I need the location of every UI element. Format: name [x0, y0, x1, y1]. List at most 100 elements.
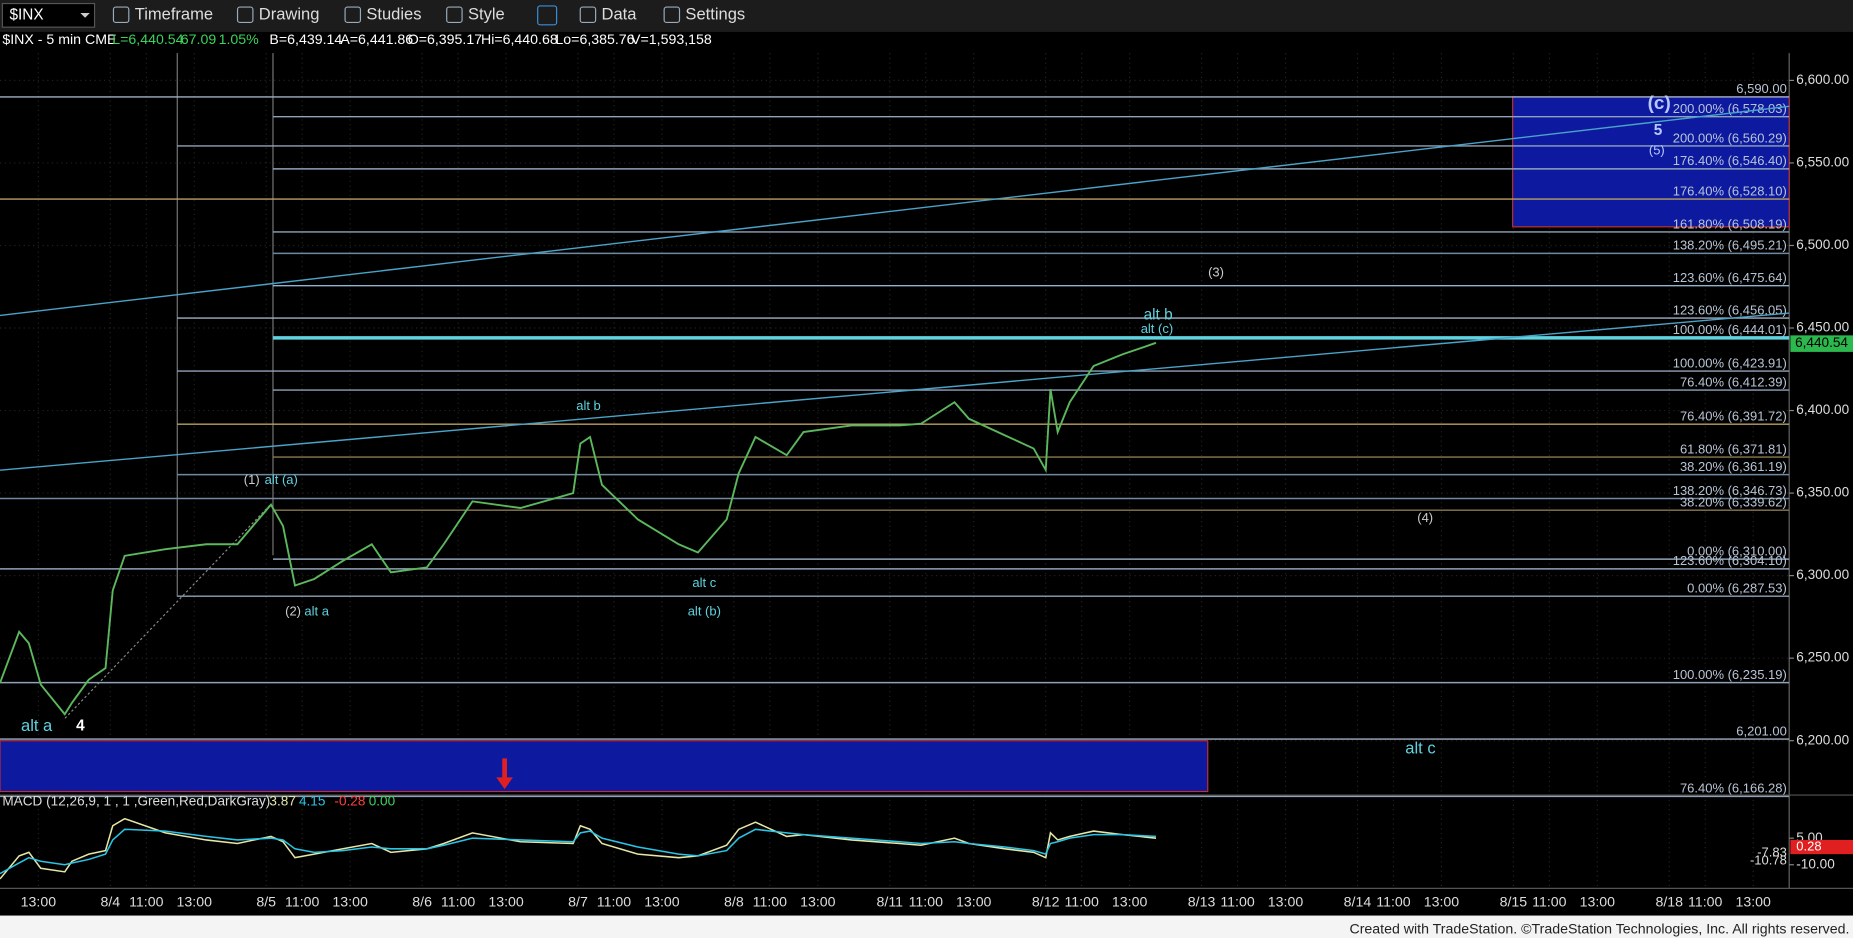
series-line — [0, 828, 1157, 875]
x-tick-label: 8/18 — [1655, 894, 1683, 910]
fib-label: 100.00% (6,444.01) — [1673, 322, 1787, 337]
fib-label: 123.60% (6,475.64) — [1673, 270, 1787, 285]
fib-label: 38.20% (6,361.19) — [1680, 459, 1787, 474]
quote-field: $INX - 5 min CME — [2, 32, 116, 48]
x-tick-label: 13:00 — [800, 894, 836, 910]
toolbar — [0, 0, 1853, 32]
wave-label: alt (a) — [265, 472, 298, 487]
quote-field: 1.05% — [219, 32, 260, 48]
wave-label: alt (b) — [688, 603, 721, 618]
toolbar-icon — [236, 6, 254, 24]
wave-label: alt a — [304, 603, 329, 618]
quote-field: O=6,395.17 — [408, 32, 483, 48]
macd-readout: -0.28 — [334, 794, 365, 809]
fib-label: 138.20% (6,346.73) — [1673, 483, 1787, 498]
y-tick-label: 6,450.00 — [1796, 320, 1849, 335]
quote-field: 67.09 — [181, 32, 217, 48]
wave-label: alt b — [1144, 306, 1173, 323]
wave-label: alt c — [1405, 738, 1435, 757]
y-tick-label: 6,200.00 — [1796, 732, 1849, 747]
x-tick-label: 13:00 — [1580, 894, 1616, 910]
macd-readout: 4.15 — [299, 794, 325, 809]
x-tick-label: 8/7 — [568, 894, 588, 910]
y-tick-label: 6,400.00 — [1796, 402, 1849, 417]
x-tick-label: 11:00 — [1532, 894, 1567, 910]
macd-title: MACD (12,26,9, 1 , 1 ,Green,Red,DarkGray… — [2, 794, 270, 809]
x-tick-label: 11:00 — [597, 894, 632, 910]
x-tick-label: 8/13 — [1188, 894, 1216, 910]
y-tick-label: 6,300.00 — [1796, 567, 1849, 582]
x-tick-label: 8/12 — [1032, 894, 1060, 910]
symbol-box[interactable] — [1, 2, 96, 28]
x-tick-label: 13:00 — [1424, 894, 1460, 910]
last-price-tag — [1790, 335, 1853, 352]
wave-label: alt c — [692, 575, 716, 590]
macd-tag-box — [1790, 839, 1853, 855]
toolbar-item[interactable]: Data — [602, 5, 638, 24]
x-tick-label: 8/15 — [1500, 894, 1528, 910]
series-line — [0, 817, 1157, 880]
trendline — [0, 105, 1790, 317]
x-tick-label: 13:00 — [956, 894, 992, 910]
y-tick-label: 6,500.00 — [1796, 237, 1849, 252]
fib-label: 100.00% (6,423.91) — [1673, 355, 1787, 370]
x-tick-label: 13:00 — [332, 894, 368, 910]
dropdown-arrow — [80, 12, 90, 18]
macd-readout: 3.87 — [269, 794, 295, 809]
toolbar-icon — [446, 6, 463, 24]
quote-field: A=6,441.86 — [340, 32, 413, 48]
x-tick-label: 11:00 — [909, 894, 944, 910]
fib-label: 6,590.00 — [1736, 81, 1787, 96]
toolbar-item[interactable]: Studies — [366, 5, 421, 24]
fib-label: 176.40% (6,546.40) — [1673, 153, 1787, 168]
toolbar-icon — [344, 6, 362, 24]
y-tick-label: 6,250.00 — [1796, 650, 1849, 665]
macd-readout: 0.00 — [369, 794, 396, 809]
wave-label: 5 — [1654, 122, 1663, 139]
macd-tag: 0.28 — [1796, 838, 1821, 853]
fib-label: 123.60% (6,456.05) — [1673, 302, 1787, 317]
target-zone — [1512, 96, 1790, 228]
toolbar-item[interactable]: Settings — [685, 5, 745, 24]
trendline — [64, 504, 272, 719]
y-tick-label: 6,550.00 — [1796, 155, 1849, 170]
y-tick-label: 6,350.00 — [1796, 485, 1849, 500]
x-tick-label: 11:00 — [129, 894, 164, 910]
x-tick-label: 11:00 — [1220, 894, 1255, 910]
quote-field: B=6,439.14 — [269, 32, 342, 48]
series-line — [0, 341, 1157, 716]
x-tick-label: 8/4 — [100, 894, 120, 910]
fib-label: 138.20% (6,495.21) — [1673, 238, 1787, 253]
x-tick-label: 11:00 — [1064, 894, 1099, 910]
symbol: $INX — [9, 6, 43, 23]
x-tick-label: 8/8 — [724, 894, 744, 910]
toolbar-item[interactable]: Style — [468, 5, 505, 24]
toolbar-icon — [112, 6, 130, 24]
wave-label: (2) — [285, 603, 301, 618]
toolbar-icon — [663, 6, 681, 24]
wave-label: (3) — [1208, 264, 1224, 279]
macd-tag: -7.83 — [1757, 844, 1787, 859]
x-tick-label: 13:00 — [21, 894, 57, 910]
fib-label: 123.60% (6,304.10) — [1673, 553, 1787, 568]
x-tick-label: 13:00 — [1735, 894, 1771, 910]
support-zone — [0, 740, 1209, 793]
quote-field: L=6,440.54 — [112, 32, 183, 48]
wave-label: 4 — [76, 718, 85, 735]
fib-label: 38.20% (6,339.62) — [1680, 495, 1787, 510]
x-tick-label: 13:00 — [177, 894, 213, 910]
fib-label: 76.40% (6,166.28) — [1680, 781, 1787, 796]
x-tick-label: 11:00 — [753, 894, 788, 910]
fib-label: 76.40% (6,412.39) — [1680, 374, 1787, 389]
fib-label: 176.40% (6,528.10) — [1673, 183, 1787, 198]
x-tick-label: 13:00 — [644, 894, 680, 910]
wave-label: (4) — [1417, 510, 1433, 525]
toolbar-item[interactable]: Drawing — [259, 5, 320, 24]
x-tick-label: 13:00 — [1112, 894, 1148, 910]
fib-label: 6,201.00 — [1736, 723, 1787, 738]
x-tick-label: 13:00 — [1268, 894, 1304, 910]
x-tick-label: 8/14 — [1344, 894, 1372, 910]
toolbar-item[interactable]: Timeframe — [135, 5, 213, 24]
x-tick-label: 11:00 — [1688, 894, 1723, 910]
